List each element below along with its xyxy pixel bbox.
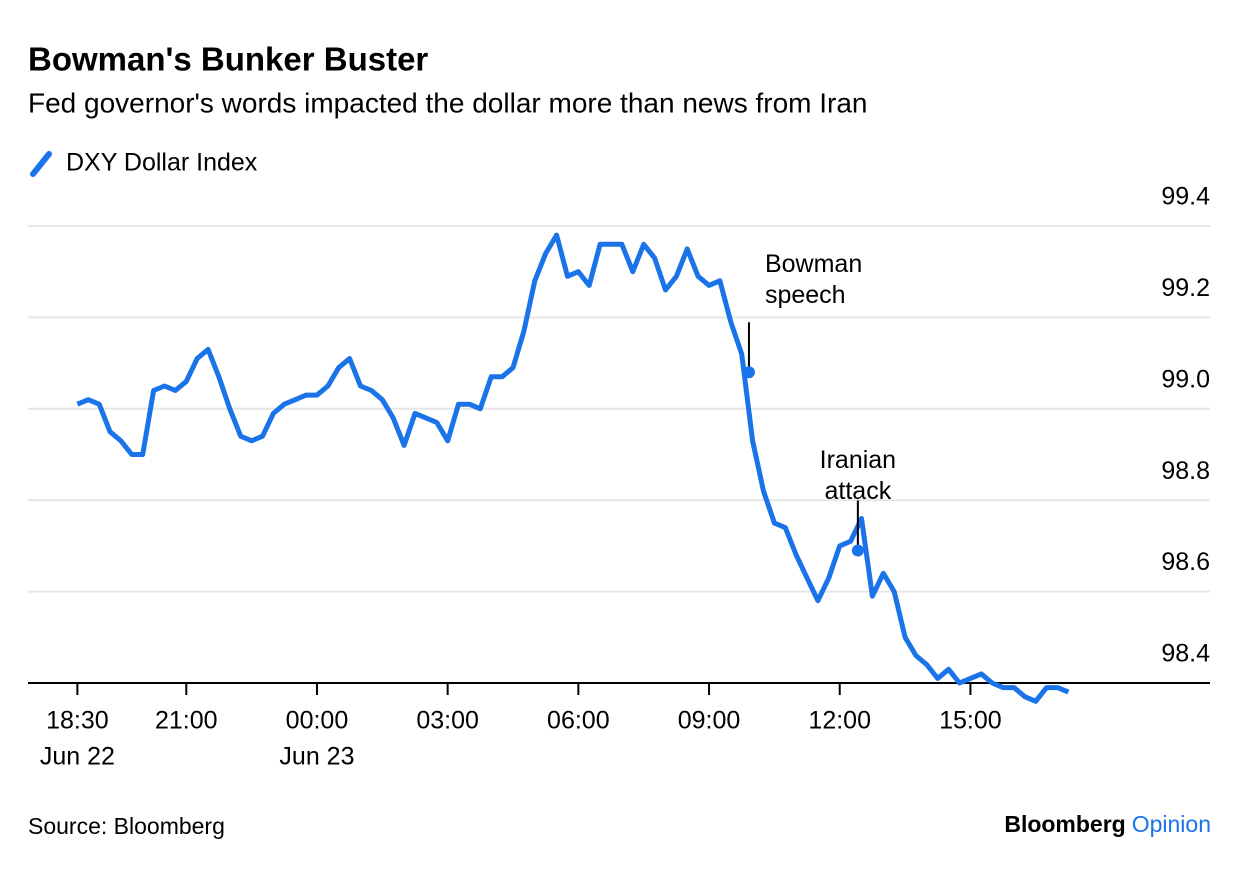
annotation-text: Iranian	[820, 446, 896, 474]
legend-swatch	[30, 151, 52, 177]
y-tick-label: 99.2	[1161, 274, 1210, 302]
annotation-dot	[742, 366, 755, 379]
x-tick-label: 00:00	[286, 707, 349, 735]
x-tick-label: 03:00	[416, 707, 479, 735]
y-tick-label: 99.0	[1161, 365, 1210, 393]
y-tick-label: 99.4	[1161, 183, 1210, 211]
data-line	[76, 232, 1070, 704]
y-tick-label: 98.4	[1161, 640, 1210, 668]
x-tick-date: Jun 22	[40, 743, 115, 771]
chart-title: Bowman's Bunker Buster	[28, 41, 428, 78]
annotation-dot	[851, 544, 864, 557]
logo-product: Opinion	[1132, 811, 1211, 837]
logo: Bloomberg Opinion	[1004, 811, 1211, 837]
x-tick-label: 09:00	[678, 707, 741, 735]
x-tick-label: 18:30	[46, 707, 109, 735]
chart-subtitle: Fed governor's words impacted the dollar…	[28, 87, 868, 118]
annotation-text: Bowman	[765, 250, 862, 278]
logo-brand: Bloomberg	[1004, 811, 1125, 837]
x-tick-label: 06:00	[547, 707, 610, 735]
source: Source: Bloomberg	[28, 813, 225, 839]
x-tick-label: 12:00	[808, 707, 871, 735]
annotation-text: speech	[765, 281, 846, 309]
y-tick-label: 98.6	[1161, 548, 1210, 576]
x-tick-label: 15:00	[939, 707, 1002, 735]
legend-label: DXY Dollar Index	[66, 149, 258, 177]
y-tick-label: 98.8	[1161, 457, 1210, 485]
x-tick-date: Jun 23	[279, 743, 354, 771]
annotation-text: attack	[825, 477, 892, 505]
x-tick-label: 21:00	[155, 707, 218, 735]
